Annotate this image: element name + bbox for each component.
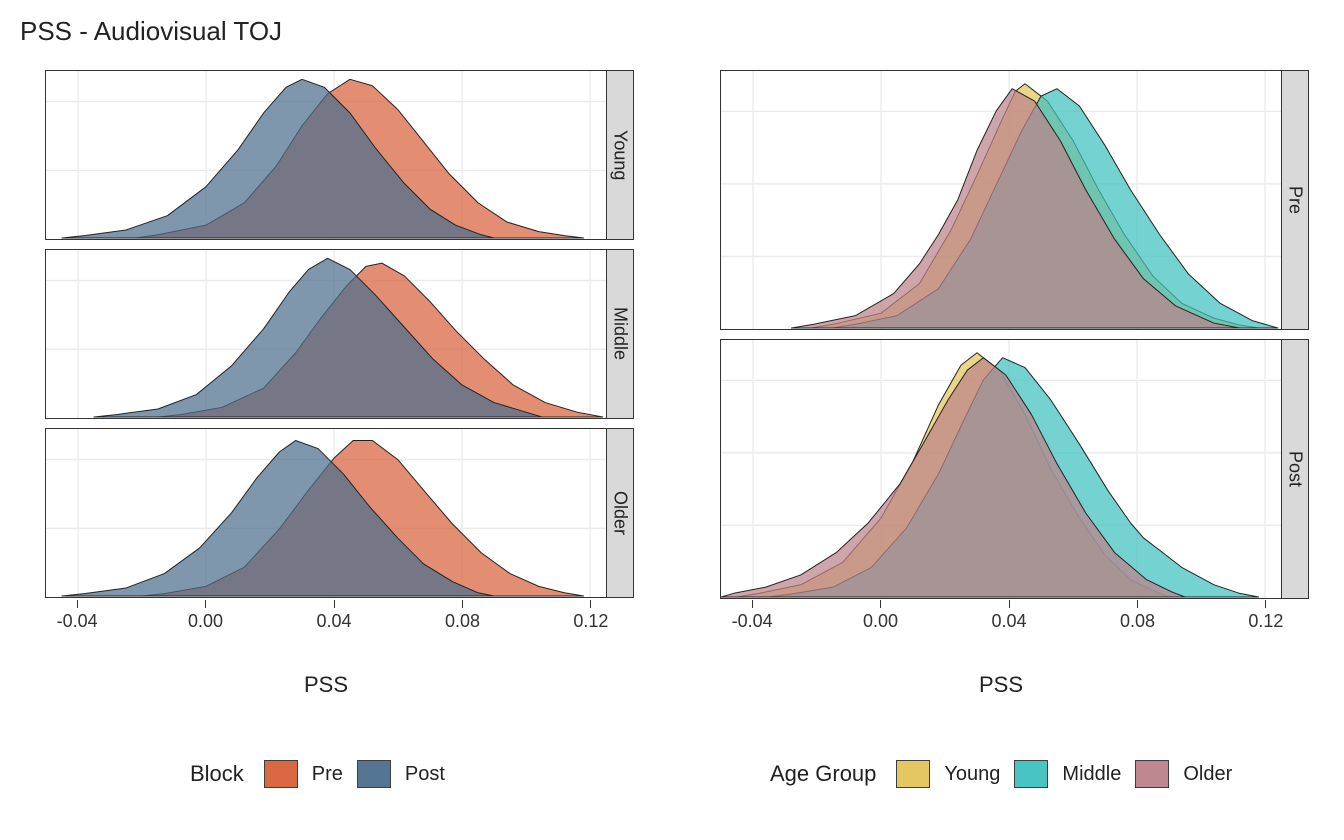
left-axis-title: PSS	[45, 672, 607, 698]
age-legend: Age Group Young Middle Older	[770, 760, 1232, 788]
block-swatch-pre	[264, 760, 298, 788]
right-tick-label: 0.08	[1109, 611, 1165, 632]
left-tick-label: 0.08	[434, 611, 490, 632]
right-post-panel	[720, 339, 1282, 599]
plot-title: PSS - Audiovisual TOJ	[20, 16, 282, 47]
left-tick-label: 0.00	[178, 611, 234, 632]
right-tick	[1137, 600, 1138, 608]
left-tick	[590, 600, 591, 608]
left-middle-panel	[45, 249, 607, 419]
block-label-post: Post	[405, 763, 445, 786]
left-young-panel	[45, 70, 607, 240]
block-legend-title: Block	[190, 761, 244, 787]
right-tick	[752, 600, 753, 608]
right-tick	[1009, 600, 1010, 608]
right-tick-label: 0.00	[853, 611, 909, 632]
age-label-older: Older	[1183, 763, 1232, 786]
right-tick-label: -0.04	[724, 611, 780, 632]
left-tick	[77, 600, 78, 608]
age-swatch-older	[1135, 760, 1169, 788]
right-tick	[880, 600, 881, 608]
right-tick-label: 0.12	[1238, 611, 1294, 632]
block-label-pre: Pre	[312, 763, 343, 786]
block-swatch-post	[357, 760, 391, 788]
age-swatch-young	[896, 760, 930, 788]
right-post-strip: Post	[1281, 339, 1309, 599]
left-older-strip: Older	[606, 428, 634, 598]
right-pre-panel	[720, 70, 1282, 330]
left-tick-label: 0.04	[306, 611, 362, 632]
left-tick	[205, 600, 206, 608]
left-tick	[462, 600, 463, 608]
left-tick-label: 0.12	[563, 611, 619, 632]
age-label-middle: Middle	[1062, 763, 1121, 786]
right-pre-strip: Pre	[1281, 70, 1309, 330]
age-swatch-middle	[1014, 760, 1048, 788]
right-tick	[1265, 600, 1266, 608]
left-tick-label: -0.04	[49, 611, 105, 632]
left-young-strip: Young	[606, 70, 634, 240]
age-label-young: Young	[944, 763, 1000, 786]
left-tick	[334, 600, 335, 608]
left-older-panel	[45, 428, 607, 598]
block-legend: Block Pre Post	[190, 760, 445, 788]
left-middle-strip: Middle	[606, 249, 634, 419]
right-axis-title: PSS	[720, 672, 1282, 698]
age-legend-title: Age Group	[770, 761, 876, 787]
right-tick-label: 0.04	[981, 611, 1037, 632]
